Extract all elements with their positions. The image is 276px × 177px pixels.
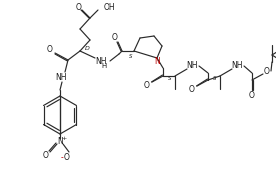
Text: H: H <box>101 63 107 69</box>
Text: O: O <box>76 2 82 12</box>
Text: O: O <box>64 153 70 161</box>
Text: O: O <box>189 84 195 93</box>
Text: NH: NH <box>231 61 243 70</box>
Text: O: O <box>112 33 118 42</box>
Text: S: S <box>129 53 133 59</box>
Text: NH: NH <box>55 73 67 81</box>
Text: D: D <box>84 45 89 50</box>
Text: N: N <box>154 56 160 65</box>
Text: O: O <box>43 150 49 159</box>
Text: O: O <box>47 45 53 55</box>
Text: NH: NH <box>95 56 107 65</box>
Text: S: S <box>213 76 217 81</box>
Text: O: O <box>144 81 150 90</box>
Text: O: O <box>249 90 255 99</box>
Text: S: S <box>168 76 172 81</box>
Text: O: O <box>264 67 270 76</box>
Text: -: - <box>61 153 63 162</box>
Text: OH: OH <box>104 2 116 12</box>
Text: +: + <box>61 136 67 141</box>
Text: N: N <box>57 136 63 145</box>
Text: NH: NH <box>186 61 198 70</box>
